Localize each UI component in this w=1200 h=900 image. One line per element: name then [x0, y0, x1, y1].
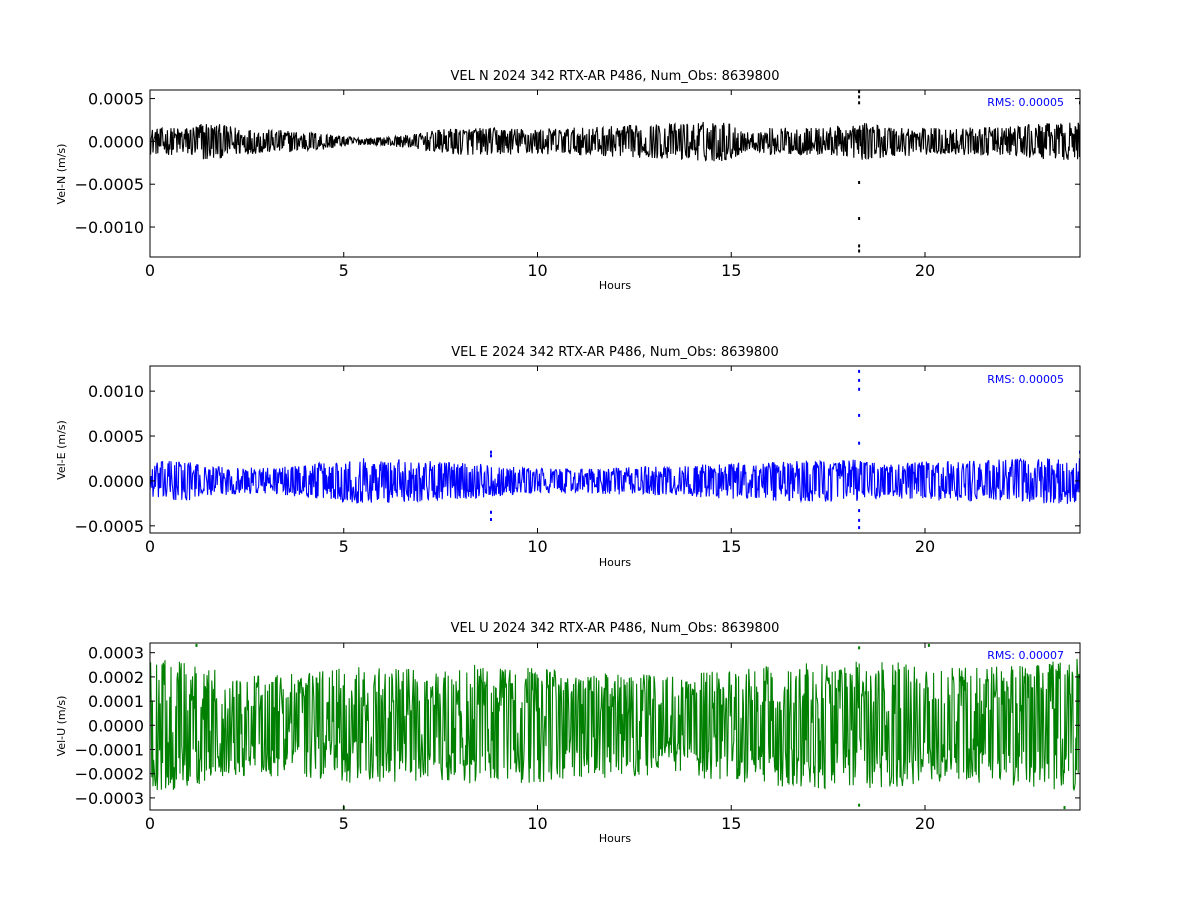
outlier-point: [858, 526, 861, 530]
y-tick-label: −0.0010: [75, 218, 144, 237]
rms-annotation: RMS: 0.00005: [987, 96, 1064, 109]
rms-annotation: RMS: 0.00005: [987, 373, 1064, 386]
outlier-point: [858, 378, 861, 382]
y-tick-label: 0.0005: [88, 427, 144, 446]
outlier-point: [195, 643, 198, 647]
outlier-point: [858, 101, 861, 105]
outlier-point: [1063, 806, 1066, 810]
y-tick-label: 0.0002: [88, 668, 144, 687]
y-tick-label: 0.0000: [88, 716, 144, 735]
outlier-point: [858, 217, 861, 220]
x-tick-label: 5: [339, 261, 349, 280]
rms-annotation: RMS: 0.00007: [987, 649, 1064, 662]
x-tick-label: 5: [339, 537, 349, 556]
x-axis-label: Hours: [599, 832, 631, 845]
outlier-point: [490, 454, 492, 458]
axes-frame: [149, 365, 1081, 534]
series-line: [150, 121, 1080, 162]
y-tick-label: 0.0003: [88, 644, 144, 663]
y-tick-label: 0.0010: [88, 382, 144, 401]
outlier-point: [858, 413, 861, 417]
x-tick-label: 10: [527, 261, 547, 280]
outlier-point: [858, 803, 861, 807]
y-tick-label: 0.0005: [88, 90, 144, 109]
panel-vel-e: VEL E 2024 342 RTX-AR P486, Num_Obs: 863…: [55, 345, 1081, 569]
x-tick-label: 0: [145, 261, 155, 280]
panel-title: VEL U 2024 342 RTX-AR P486, Num_Obs: 863…: [451, 621, 780, 636]
x-axis-label: Hours: [599, 556, 631, 569]
y-tick-label: −0.0005: [75, 517, 144, 536]
panel-vel-u: VEL U 2024 342 RTX-AR P486, Num_Obs: 863…: [55, 621, 1081, 845]
panel-title: VEL E 2024 342 RTX-AR P486, Num_Obs: 863…: [451, 345, 778, 360]
outlier-point: [858, 95, 861, 99]
outlier-point: [490, 450, 492, 454]
x-tick-label: 20: [915, 537, 935, 556]
y-tick-label: −0.0001: [75, 740, 144, 759]
y-axis-label: Vel-E (m/s): [55, 420, 68, 480]
outlier-point: [858, 369, 861, 373]
outlier-point: [490, 510, 492, 514]
outlier-point: [858, 90, 861, 94]
x-tick-label: 15: [721, 537, 741, 556]
x-tick-label: 20: [915, 814, 935, 833]
x-axis-label: Hours: [599, 279, 631, 292]
y-axis-label: Vel-U (m/s): [55, 696, 68, 757]
x-tick-label: 15: [721, 814, 741, 833]
outlier-point: [858, 518, 861, 522]
panel-title: VEL N 2024 342 RTX-AR P486, Num_Obs: 863…: [451, 69, 780, 84]
x-tick-label: 10: [527, 537, 547, 556]
outlier-point: [858, 387, 861, 391]
outlier-point: [858, 181, 861, 184]
axes-frame: [149, 642, 1081, 811]
y-tick-label: −0.0003: [75, 789, 144, 808]
outlier-point: [490, 518, 492, 521]
panel-vel-n: VEL N 2024 342 RTX-AR P486, Num_Obs: 863…: [55, 69, 1081, 292]
x-tick-label: 5: [339, 814, 349, 833]
y-tick-label: 0.0001: [88, 692, 144, 711]
x-tick-label: 15: [721, 261, 741, 280]
outlier-point: [858, 509, 861, 513]
x-tick-label: 20: [915, 261, 935, 280]
outlier-point: [858, 646, 861, 650]
series-line: [150, 658, 1080, 792]
x-tick-label: 10: [527, 814, 547, 833]
outlier-point: [858, 244, 861, 248]
y-tick-label: −0.0002: [75, 765, 144, 784]
outlier-point: [858, 249, 861, 253]
series-line: [150, 457, 1080, 504]
outlier-point: [858, 441, 861, 445]
y-tick-label: 0.0000: [88, 472, 144, 491]
x-tick-label: 0: [145, 537, 155, 556]
outlier-point: [927, 643, 930, 647]
y-axis-label: Vel-N (m/s): [55, 144, 68, 205]
y-tick-label: 0.0000: [88, 132, 144, 151]
axes-frame: [149, 89, 1081, 258]
x-tick-label: 0: [145, 814, 155, 833]
y-tick-label: −0.0005: [75, 175, 144, 194]
